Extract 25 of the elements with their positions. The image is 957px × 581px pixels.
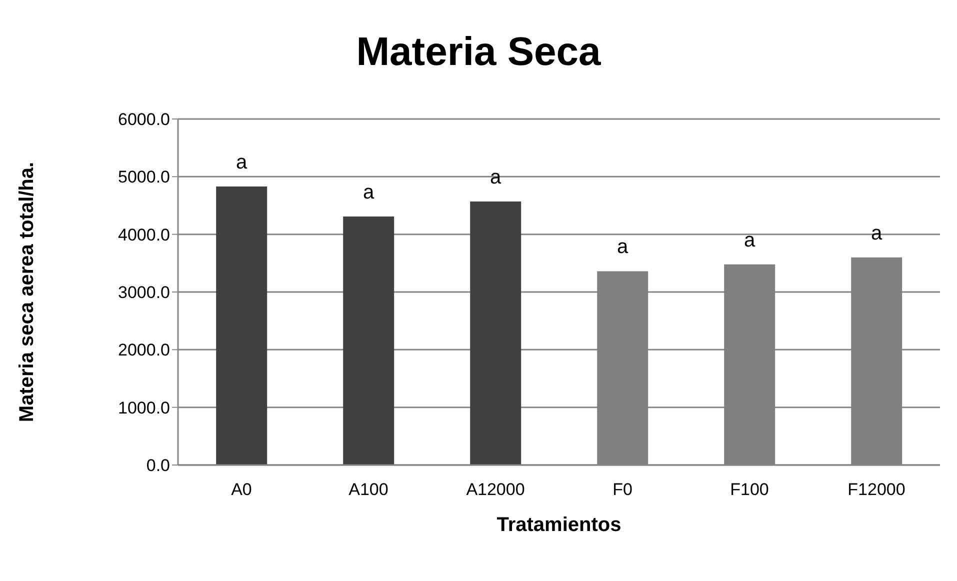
- data-label: a: [363, 181, 376, 204]
- y-tick-label: 1000.0: [118, 398, 170, 418]
- x-tick-label: A0: [231, 480, 252, 500]
- y-axis-title: Materia seca aerea total/ha.: [16, 162, 38, 422]
- bar: [470, 201, 522, 465]
- data-label: a: [617, 236, 630, 258]
- chart-title: Materia Seca: [355, 30, 602, 75]
- x-tick-label: A12000: [466, 480, 525, 500]
- y-tick-label: 3000.0: [118, 283, 170, 302]
- y-tick-label: 6000.0: [118, 110, 170, 130]
- x-tick-label: A100: [348, 480, 388, 500]
- bar: [216, 186, 268, 465]
- x-tick-label: F12000: [848, 480, 906, 500]
- y-tick-label: 5000.0: [118, 168, 170, 187]
- x-axis-title: Tratamientos: [496, 514, 622, 536]
- bar: [343, 216, 394, 465]
- data-label: a: [744, 229, 756, 252]
- y-tick-label: 4000.0: [118, 225, 170, 244]
- x-tick-label: F0: [612, 480, 632, 500]
- data-label: a: [490, 166, 502, 188]
- y-tick-label: 0.0: [146, 456, 170, 476]
- x-tick-label: F100: [730, 480, 769, 500]
- y-tick-label: 2000.0: [118, 340, 170, 360]
- data-label: a: [871, 222, 884, 244]
- data-label: a: [236, 151, 248, 174]
